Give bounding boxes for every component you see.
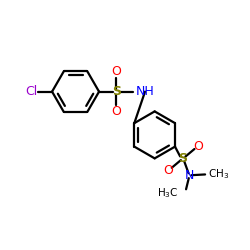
- Text: NH: NH: [136, 85, 155, 98]
- Text: N: N: [184, 169, 194, 182]
- Text: O: O: [194, 140, 203, 152]
- Text: Cl: Cl: [25, 85, 38, 98]
- Text: O: O: [112, 65, 121, 78]
- Text: S: S: [178, 152, 188, 165]
- Text: CH$_3$: CH$_3$: [208, 168, 229, 181]
- Text: O: O: [112, 105, 121, 118]
- Text: O: O: [163, 164, 173, 177]
- Text: H$_3$C: H$_3$C: [157, 186, 179, 200]
- Text: S: S: [112, 85, 121, 98]
